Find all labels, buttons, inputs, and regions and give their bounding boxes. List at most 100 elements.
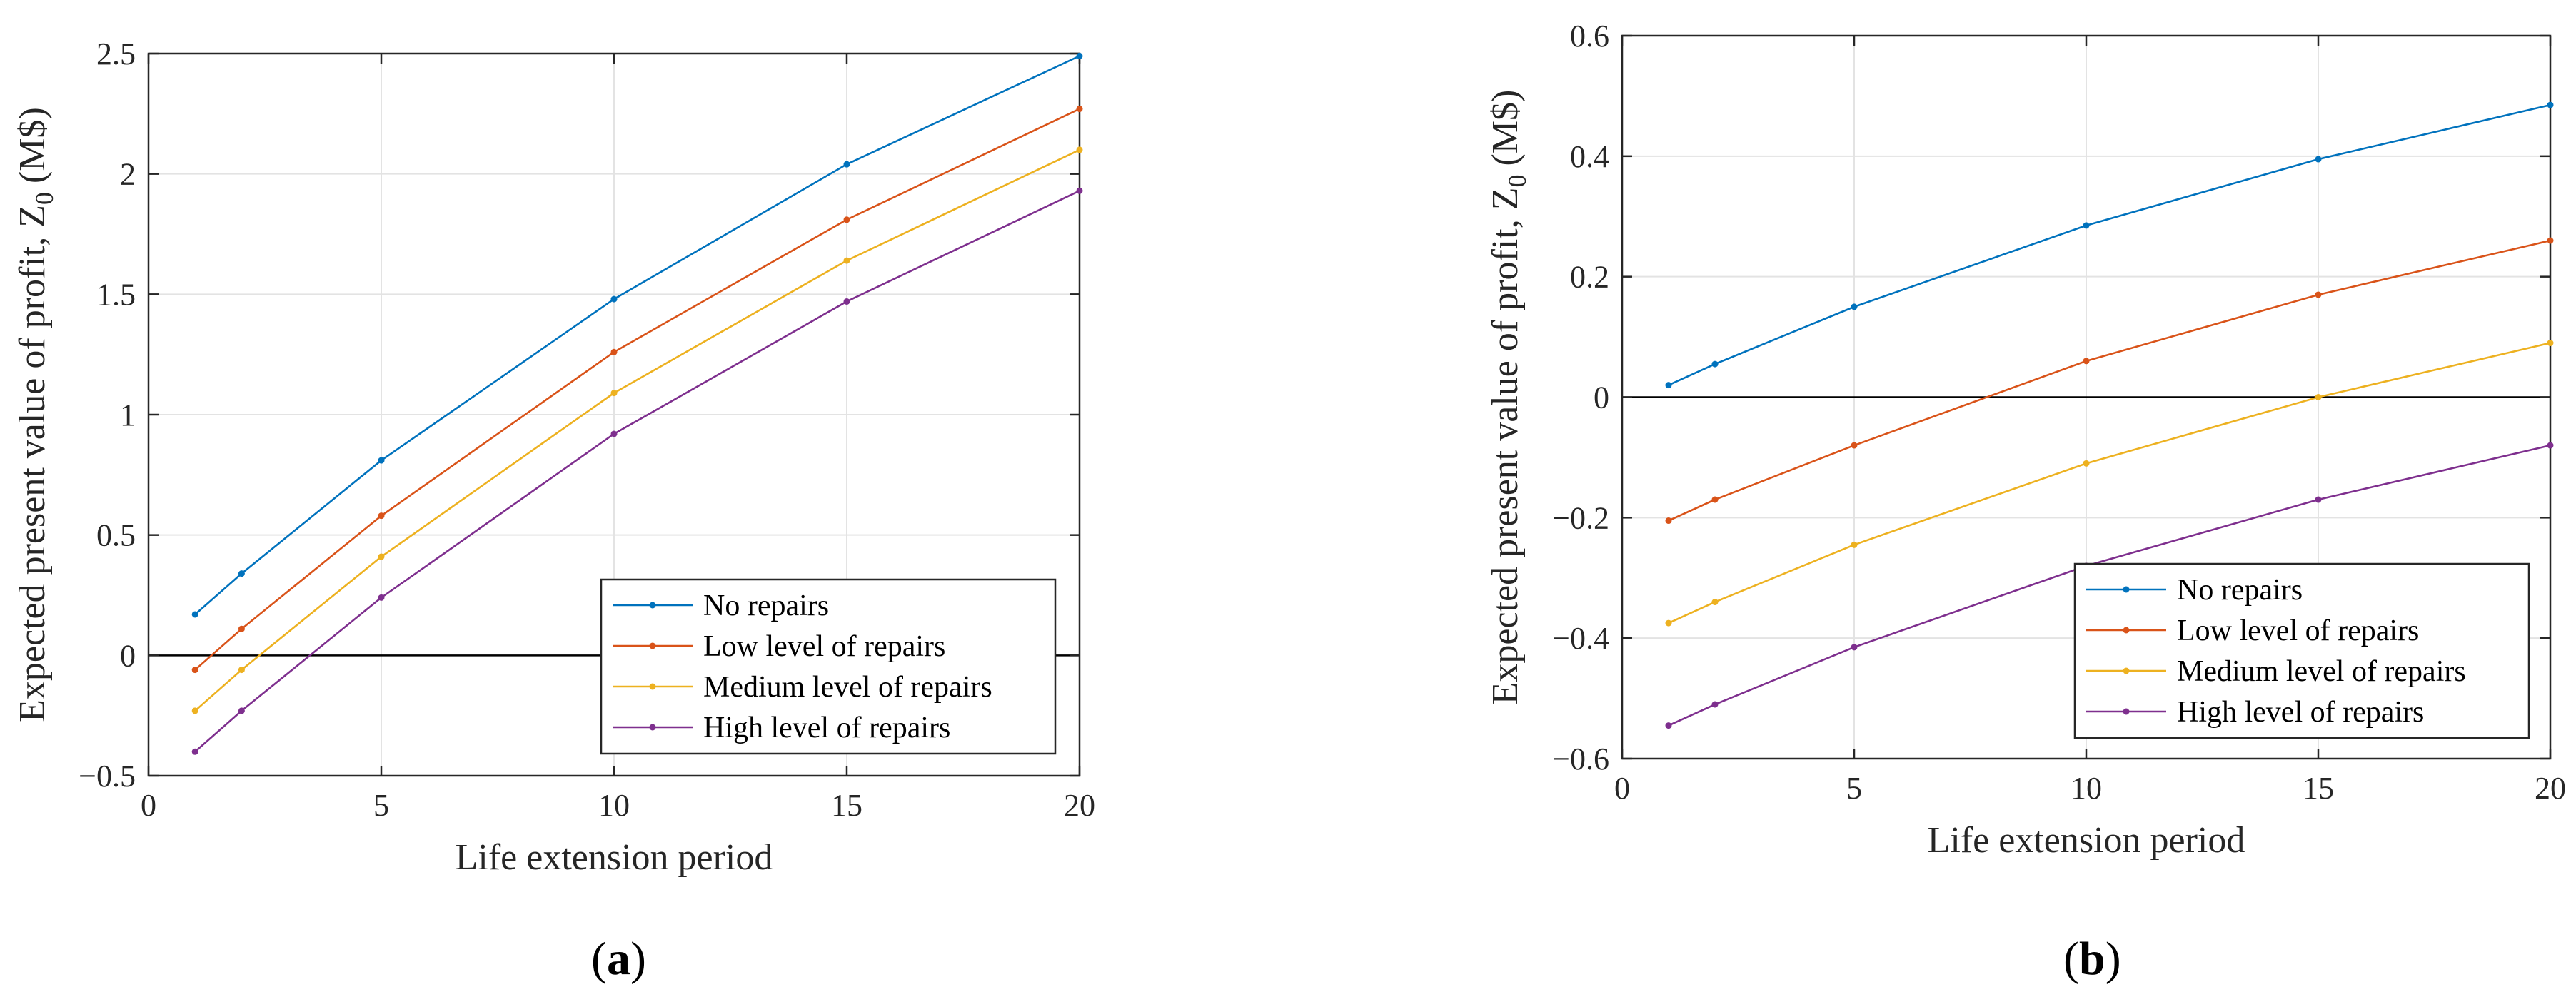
data-point — [1076, 146, 1083, 153]
legend-entry-label: No repairs — [2177, 574, 2303, 607]
y-tick-label: −0.2 — [1552, 500, 1609, 535]
y-axis-label-subscript: 0 — [30, 192, 59, 205]
data-point — [1851, 442, 1858, 449]
legend-box — [600, 578, 1057, 755]
data-point — [2083, 460, 2090, 467]
panel-label-open-paren: ( — [2063, 933, 2079, 985]
y-tick-label: −0.6 — [1552, 742, 1609, 776]
data-point — [191, 707, 198, 714]
data-point — [191, 611, 198, 618]
x-tick-label: 20 — [1064, 788, 1095, 823]
y-axis-label-text: Expected present value of profit, Z — [12, 205, 53, 722]
data-point — [2547, 101, 2554, 108]
data-point — [1711, 360, 1719, 368]
legend-swatch-marker — [2123, 667, 2130, 674]
data-point — [378, 553, 385, 560]
x-tick-label: 15 — [831, 788, 862, 823]
data-point — [1711, 701, 1719, 708]
data-point — [191, 667, 198, 674]
y-tick-label: 2 — [120, 157, 136, 192]
panel-label-close-paren: ) — [630, 933, 646, 985]
y-axis-label-text: Expected present value of profit, Z — [1485, 188, 1526, 705]
legend-box — [2073, 562, 2530, 739]
data-point — [2547, 340, 2554, 347]
y-axis-label: Expected present value of profit, Z0 (M$) — [1485, 90, 1531, 705]
y-axis-label-unit: (M$) — [12, 107, 53, 183]
x-tick-label: 15 — [2303, 771, 2334, 806]
data-point — [1711, 599, 1719, 606]
legend-swatch-marker — [2123, 708, 2130, 715]
x-tick-label: 10 — [598, 788, 630, 823]
y-tick-label: 0.4 — [1570, 139, 1609, 174]
data-point — [1076, 52, 1083, 59]
data-point — [2083, 358, 2090, 365]
y-tick-label: 0.6 — [1570, 19, 1609, 54]
x-tick-label: 0 — [1614, 771, 1630, 806]
panel-label-letter: a — [607, 933, 630, 985]
x-tick-label: 0 — [141, 788, 156, 823]
series-line-4 — [1668, 444, 2551, 727]
data-point — [238, 667, 245, 674]
legend-entry-label: Low level of repairs — [703, 630, 945, 663]
legend-swatch-marker — [2123, 627, 2130, 634]
data-point — [610, 430, 618, 437]
data-point — [1076, 187, 1083, 194]
data-point — [1665, 382, 1672, 389]
data-point — [378, 512, 385, 520]
legend-entry-label: No repairs — [703, 589, 829, 622]
data-point — [238, 625, 245, 632]
series-line-1 — [1668, 103, 2551, 386]
panel-label-close-paren: ) — [2105, 933, 2121, 985]
data-point — [843, 216, 850, 223]
data-point — [2315, 394, 2322, 400]
x-tick-label: 20 — [2535, 771, 2566, 806]
legend-swatch-marker — [649, 724, 656, 731]
data-point — [1851, 303, 1858, 310]
panel-label: (a) — [591, 933, 646, 985]
y-tick-label: −0.4 — [1552, 621, 1609, 656]
data-point — [843, 298, 850, 305]
data-point — [1711, 496, 1719, 503]
legend-swatch-marker — [649, 642, 656, 649]
panel-label-letter: b — [2079, 933, 2105, 985]
panel-label-open-paren: ( — [591, 933, 607, 985]
series-line-2 — [194, 108, 1080, 671]
y-tick-label: 0.2 — [1570, 260, 1609, 295]
series-line-4 — [194, 190, 1080, 753]
data-point — [2315, 496, 2322, 503]
data-point — [1076, 106, 1083, 113]
y-tick-label: 0 — [1594, 380, 1609, 415]
y-tick-label: 1.5 — [96, 277, 136, 312]
legend-entry-label: Low level of repairs — [2177, 614, 2419, 647]
y-tick-label: 0 — [120, 638, 136, 673]
data-point — [2083, 222, 2090, 229]
y-axis-label-subscript: 0 — [1503, 175, 1531, 188]
legend-entry-label: High level of repairs — [2177, 696, 2424, 729]
data-point — [2547, 237, 2554, 244]
data-point — [1665, 722, 1672, 729]
data-point — [378, 457, 385, 464]
data-point — [610, 295, 618, 303]
data-point — [238, 707, 245, 714]
data-point — [238, 570, 245, 577]
series-line-1 — [194, 55, 1080, 615]
chart-panel-b: 0 5 10 15 20 −0.6 −0.4 −0.2 0 0.2 0.4 0.6 No repairs… — [1485, 19, 2566, 985]
x-tick-label: 5 — [373, 788, 389, 823]
data-point — [1851, 644, 1858, 651]
panel-label: (b) — [2063, 933, 2121, 985]
data-point — [610, 348, 618, 355]
legend: No repairs Low level of repairs Medium lev… — [2073, 562, 2530, 739]
data-point — [2315, 291, 2322, 298]
legend: No repairs Low level of repairs Medium lev… — [600, 578, 1057, 755]
y-axis-label: Expected present value of profit, Z0 (M$) — [12, 107, 59, 722]
data-point — [843, 161, 850, 168]
legend-entry-label: Medium level of repairs — [2177, 655, 2466, 688]
y-tick-label: 1 — [120, 398, 136, 432]
x-tick-label: 5 — [1846, 771, 1862, 806]
series-line-3 — [194, 148, 1080, 712]
data-point — [191, 748, 198, 755]
y-tick-label: 2.5 — [96, 36, 136, 71]
legend-entry-label: Medium level of repairs — [703, 671, 992, 704]
